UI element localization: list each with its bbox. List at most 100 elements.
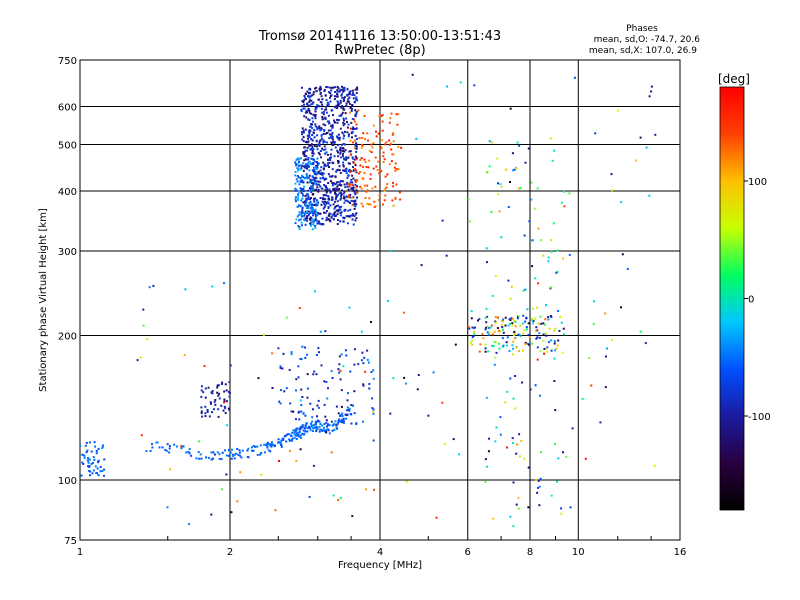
data-point [295, 218, 298, 221]
data-point [217, 384, 220, 387]
data-point [321, 137, 323, 140]
data-point [338, 355, 341, 358]
data-point [283, 390, 286, 393]
data-point [339, 198, 342, 201]
data-point [309, 212, 312, 214]
data-point [556, 249, 559, 252]
data-point [554, 443, 556, 445]
data-point [343, 183, 346, 186]
data-point [323, 177, 326, 180]
x-axis: 1 2 4 6 8 10 16 [77, 536, 686, 558]
data-point [213, 400, 216, 403]
data-point [348, 133, 350, 136]
data-point [343, 191, 346, 194]
data-point [307, 161, 310, 164]
data-point [352, 169, 355, 172]
data-point [336, 121, 339, 124]
data-point [305, 197, 308, 200]
data-point [491, 344, 494, 347]
x-tick-label: 10 [572, 547, 585, 558]
data-point [312, 464, 315, 467]
data-point [79, 444, 82, 447]
data-point [300, 157, 302, 160]
data-point [303, 185, 306, 188]
data-point [530, 198, 533, 201]
data-point [344, 196, 347, 199]
data-point [299, 168, 302, 171]
data-point [350, 187, 353, 190]
data-point [326, 425, 328, 428]
data-point [221, 451, 224, 454]
data-point [88, 464, 91, 467]
data-point [335, 181, 338, 184]
data-point [350, 109, 353, 112]
data-point [336, 428, 339, 430]
data-point [292, 410, 295, 413]
data-point [354, 219, 357, 222]
data-point [313, 166, 315, 169]
data-point [271, 387, 274, 389]
data-point [257, 377, 260, 380]
data-point [377, 132, 380, 135]
data-point [312, 218, 315, 221]
data-point [311, 209, 314, 212]
data-point [336, 213, 339, 216]
data-point [523, 457, 526, 460]
data-point [97, 474, 100, 477]
data-point [212, 457, 214, 460]
data-point [500, 185, 503, 188]
data-point [307, 104, 310, 107]
data-point [398, 191, 401, 194]
data-point [383, 189, 386, 192]
data-point [301, 86, 303, 89]
data-point [307, 427, 309, 430]
data-point [536, 306, 539, 309]
data-point [295, 178, 298, 181]
data-point [304, 166, 307, 169]
data-point [324, 212, 327, 214]
data-point [339, 206, 342, 209]
data-point [139, 356, 142, 359]
data-point [364, 161, 367, 163]
data-point [298, 164, 300, 167]
data-point [151, 446, 154, 449]
data-point [332, 182, 335, 185]
data-point [326, 428, 329, 431]
data-point [336, 181, 339, 183]
data-point [342, 365, 345, 368]
data-point [304, 219, 307, 222]
data-point [539, 394, 541, 397]
data-point [343, 197, 345, 200]
data-point [516, 141, 519, 144]
data-point [299, 218, 302, 221]
data-point [309, 95, 312, 98]
data-point [553, 340, 556, 343]
data-point [299, 448, 302, 451]
data-point [304, 427, 307, 430]
data-point [328, 219, 331, 222]
data-point [304, 346, 306, 349]
x-tick-label: 4 [377, 547, 383, 558]
data-point [173, 443, 176, 446]
data-point [498, 342, 500, 345]
data-point [260, 473, 263, 476]
data-point [315, 106, 318, 109]
data-point [318, 143, 321, 146]
data-point [351, 89, 354, 92]
data-point [533, 207, 536, 210]
data-point [288, 369, 291, 371]
data-point [392, 204, 395, 207]
data-point [349, 106, 352, 108]
data-point [400, 146, 403, 149]
data-point [305, 116, 308, 119]
data-point [311, 420, 314, 423]
y-tick-label: 100 [58, 476, 77, 487]
data-point [166, 443, 169, 446]
data-point [535, 329, 538, 332]
data-point [522, 322, 525, 325]
data-point [300, 410, 303, 413]
data-point [309, 222, 312, 225]
data-point [372, 412, 375, 415]
data-point [348, 215, 351, 218]
data-point [320, 156, 322, 159]
